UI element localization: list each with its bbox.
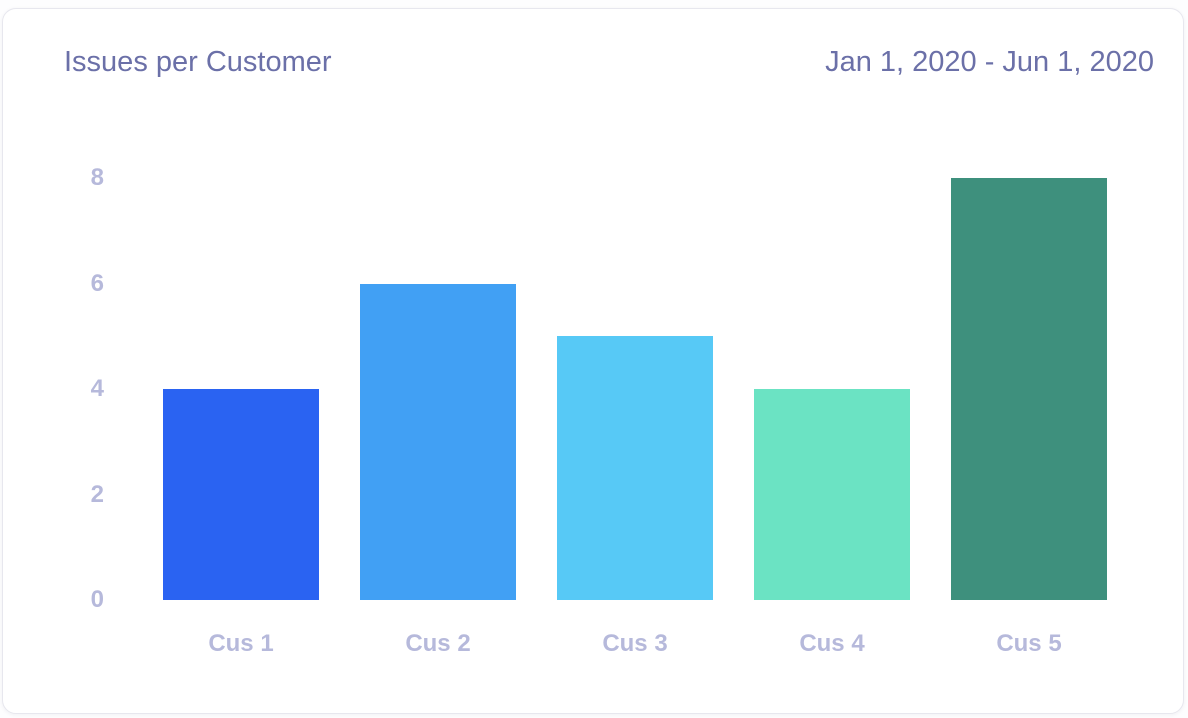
date-range-label: Jan 1, 2020 - Jun 1, 2020 <box>825 46 1154 78</box>
bar-chart: 0 2 4 6 8 Cus 1 Cus 2 Cus 3 Cus 4 Cus 5 <box>3 9 1183 713</box>
bar-cus-1[interactable] <box>163 389 319 600</box>
x-axis-label: Cus 5 <box>996 630 1062 657</box>
card-header: Issues per Customer Jan 1, 2020 - Jun 1,… <box>64 45 1154 79</box>
bar-cus-4[interactable] <box>754 389 910 600</box>
y-tick-label: 6 <box>90 269 104 297</box>
page-title: Issues per Customer <box>64 46 332 78</box>
y-tick-label: 2 <box>90 480 104 508</box>
y-tick-label: 4 <box>90 375 104 402</box>
bar-cus-3[interactable] <box>557 336 713 600</box>
chart-card: Issues per Customer Jan 1, 2020 - Jun 1,… <box>2 8 1184 714</box>
y-tick-label: 8 <box>90 164 104 191</box>
x-axis-label: Cus 1 <box>208 630 274 657</box>
x-axis-label: Cus 2 <box>405 630 471 657</box>
bar-cus-5[interactable] <box>951 178 1107 600</box>
x-axis-label: Cus 3 <box>602 630 668 657</box>
bar-cus-2[interactable] <box>360 283 516 600</box>
x-axis-label: Cus 4 <box>799 630 865 657</box>
plot-area <box>163 178 1107 600</box>
y-tick-label: 0 <box>90 586 104 613</box>
